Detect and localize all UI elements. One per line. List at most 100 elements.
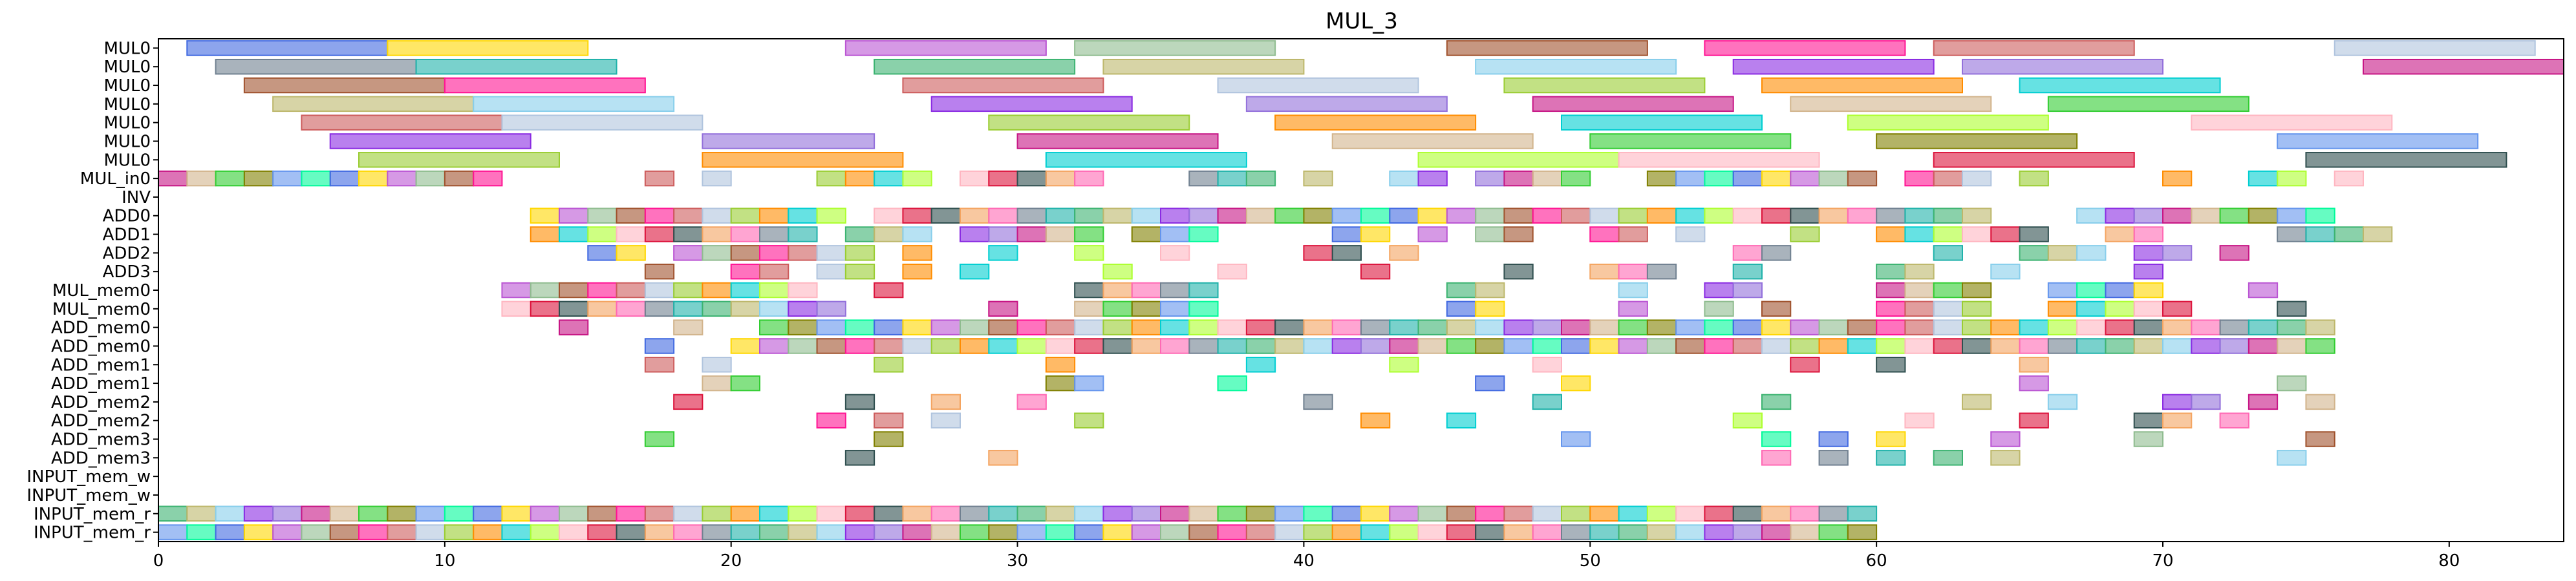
task-bar [644, 431, 675, 447]
task-bar [759, 301, 789, 317]
task-bar [702, 375, 732, 392]
task-bar [1245, 524, 1276, 540]
task-bar [1933, 245, 1964, 261]
task-bar [2133, 207, 2164, 224]
task-bar [616, 245, 646, 261]
task-bar [616, 282, 646, 299]
task-bar [158, 505, 188, 522]
task-bar [1475, 319, 1505, 335]
task-bar [1589, 338, 1620, 354]
task-bar [587, 245, 617, 261]
task-bar [759, 226, 789, 242]
task-bar [844, 170, 875, 187]
x-ticks: 0 10 20 30 40 50 60 70 80 [153, 542, 2460, 571]
x-tick-label: 30 [1007, 551, 1028, 571]
task-bar [2277, 375, 2307, 392]
task-bar [673, 301, 703, 317]
task-bar [1475, 505, 1505, 522]
task-bar [215, 505, 245, 522]
task-bar [2019, 226, 2049, 242]
task-bar [1475, 301, 1505, 317]
task-bar [988, 114, 1190, 131]
task-bar [1245, 338, 1276, 354]
task-bar [1475, 338, 1505, 354]
task-bar [673, 282, 703, 299]
task-bar [2133, 245, 2164, 261]
task-bar [1761, 170, 1792, 187]
task-bar [1561, 375, 1591, 392]
task-bar [559, 226, 589, 242]
task-bar [2363, 226, 2393, 242]
task-bar [1245, 319, 1276, 335]
task-bar [2191, 338, 2221, 354]
task-bar [960, 524, 990, 540]
task-bar [1790, 170, 1820, 187]
task-bar [702, 170, 732, 187]
task-bar [1532, 338, 1563, 354]
task-bar [2019, 77, 2221, 94]
task-bar [1102, 263, 1133, 280]
task-bar [960, 505, 990, 522]
task-bar [960, 263, 990, 280]
task-bar [1532, 505, 1563, 522]
task-bar [415, 170, 445, 187]
task-bar [1761, 505, 1792, 522]
task-bar [1389, 505, 1419, 522]
task-bar [1962, 170, 1992, 187]
task-bar [358, 152, 560, 168]
task-bar [1503, 263, 1534, 280]
task-bar [930, 338, 961, 354]
task-bar [1704, 40, 1906, 56]
task-bar [1933, 338, 1964, 354]
task-bar [1303, 319, 1333, 335]
task-bar [644, 357, 675, 373]
task-bar [730, 226, 760, 242]
task-bar [2133, 319, 2164, 335]
task-bar [1303, 505, 1333, 522]
task-bar [1417, 207, 1448, 224]
y-tick-label: MUL_in0 [80, 169, 151, 189]
task-bar [1761, 319, 1792, 335]
task-bar [2047, 394, 2078, 410]
task-bar [530, 505, 561, 522]
task-bar [1876, 282, 1906, 299]
task-bar [1016, 133, 1219, 149]
task-bar [644, 338, 675, 354]
task-bar [2047, 319, 2078, 335]
task-bar [1761, 450, 1792, 466]
task-bar [902, 245, 932, 261]
task-bar [702, 133, 875, 149]
task-bar [759, 245, 789, 261]
task-bar [1389, 357, 1419, 373]
task-bar [930, 524, 961, 540]
task-bar [1016, 338, 1047, 354]
y-tick-label: ADD_mem2 [51, 412, 151, 431]
task-bar [1589, 133, 1792, 149]
task-bar [2219, 245, 2249, 261]
task-bar [1331, 524, 1362, 540]
task-bar [2277, 170, 2307, 187]
task-bar [1646, 170, 1677, 187]
task-bar [1532, 357, 1563, 373]
chart-title: MUL_3 [1326, 8, 1398, 34]
task-bar [1102, 505, 1133, 522]
task-bar [2248, 207, 2279, 224]
task-bar [644, 170, 675, 187]
task-bar [1016, 394, 1047, 410]
task-bar [301, 170, 331, 187]
task-bar [1618, 152, 1820, 168]
task-bar [1016, 226, 1047, 242]
y-tick-label: ADD2 [103, 244, 151, 263]
task-bar [1074, 245, 1104, 261]
task-bar [1933, 319, 1964, 335]
task-bar [673, 319, 703, 335]
task-bar [2219, 207, 2249, 224]
task-bar [501, 505, 531, 522]
task-bar [2191, 207, 2221, 224]
task-bar [644, 301, 675, 317]
task-bar [2047, 282, 2078, 299]
task-bar [1217, 170, 1247, 187]
task-bar [1160, 319, 1190, 335]
task-bar [673, 505, 703, 522]
